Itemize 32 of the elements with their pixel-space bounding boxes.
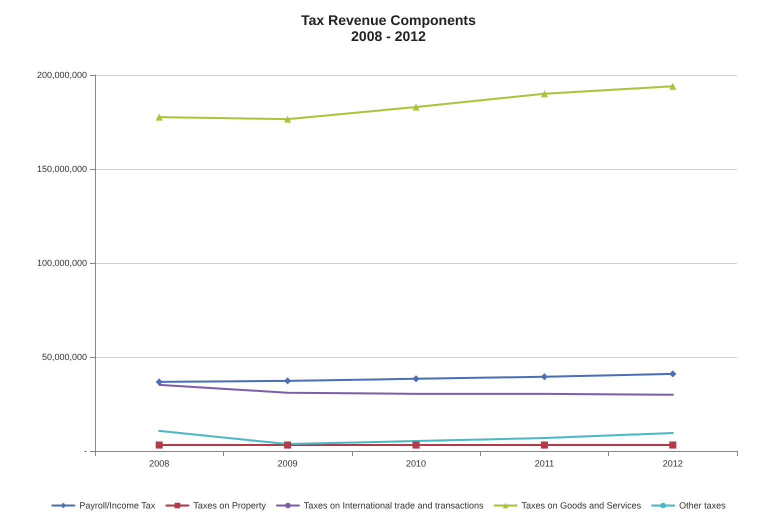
point [284,116,292,123]
point [284,377,292,384]
chart-title: Tax Revenue Components [301,12,476,28]
legend-label: Taxes on Property [193,500,266,510]
legend-label: Other taxes [679,500,726,510]
chart-subtitle: 2008 - 2012 [351,28,426,44]
x-tick-label: 2008 [149,458,170,468]
y-tick-label: 150,000,000 [36,164,87,174]
point [412,103,420,110]
y-tick-label: 100,000,000 [36,258,87,268]
point [412,375,420,382]
point [156,114,163,121]
point [156,441,163,448]
point [284,441,292,448]
point [540,373,548,380]
point [412,441,420,448]
point [669,441,676,448]
point [540,441,548,448]
y-tick-label: 200,000,000 [36,70,87,80]
point [669,370,676,378]
x-tick-label: 2012 [662,458,683,468]
legend-label: Taxes on International trade and transactions [304,500,484,510]
y-tick-label: - [84,446,87,456]
y-tick-label: 50,000,000 [42,352,87,362]
x-tick-label: 2011 [534,458,554,468]
point [156,378,163,386]
point [669,82,676,90]
x-tick-label: 2009 [278,458,298,468]
point [540,90,548,98]
legend-label: Taxes on Goods and Services [522,500,642,510]
legend-label: Payroll/Income Tax [79,500,156,510]
x-tick-label: 2010 [406,458,426,468]
